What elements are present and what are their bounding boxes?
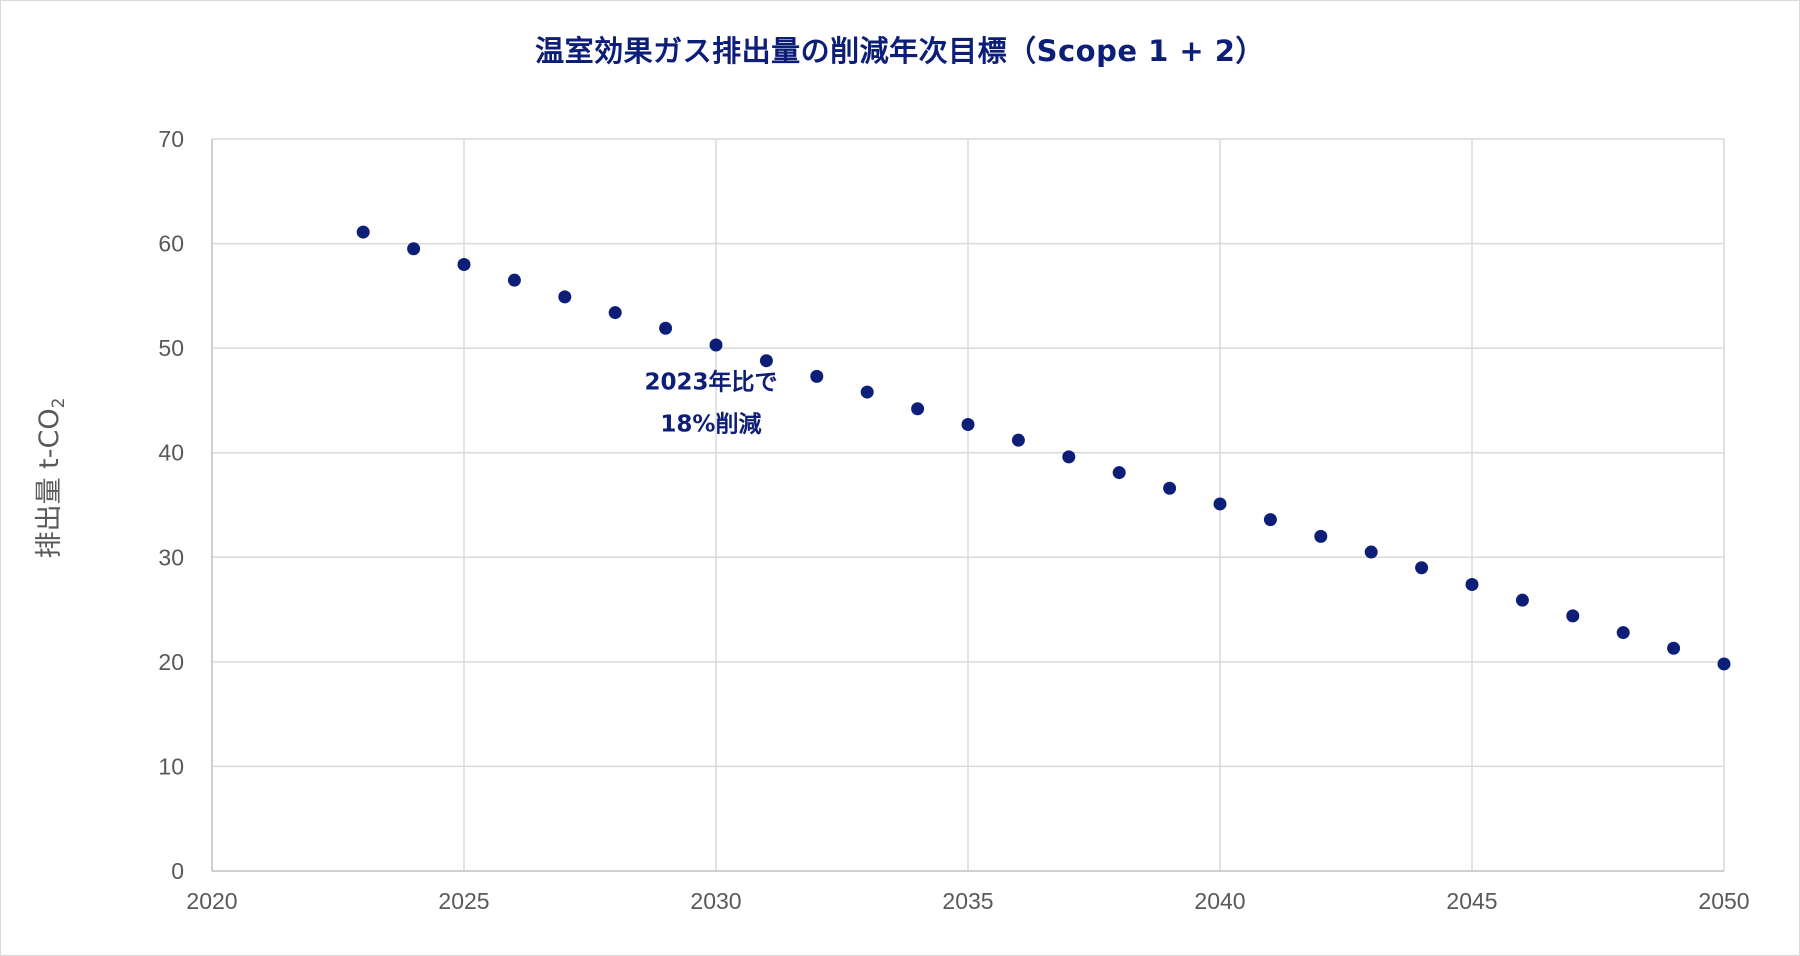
y-tick-label: 20 [158,649,184,675]
data-point [709,338,723,352]
axes [211,139,1724,872]
data-point [1213,497,1227,511]
data-point [810,369,824,383]
data-point [1717,657,1731,671]
annotation-line: 18%削減 [660,412,761,438]
data-point [507,273,521,287]
y-tick-label: 50 [158,335,184,361]
data-point [1263,513,1277,527]
grid-lines [212,138,1725,871]
data-point [1314,529,1328,543]
data-point [911,402,925,416]
annotation: 2023年比で 18%削減 [644,369,777,438]
data-point [1011,433,1025,447]
data-point [659,321,673,335]
y-tick-label: 30 [158,544,184,570]
x-tick-label: 2030 [690,888,741,914]
data-point [1112,466,1126,480]
data-point [1667,641,1681,655]
data-point [1465,577,1479,591]
data-points [356,225,1731,671]
data-point [356,225,370,239]
y-tick-label: 0 [171,858,184,884]
x-tick-label: 2025 [438,888,489,914]
data-point [860,385,874,399]
data-point [759,354,773,368]
data-point [1364,545,1378,559]
data-point [1062,450,1076,464]
data-point [1616,626,1630,640]
data-point [457,257,471,271]
chart-title: 温室効果ガス排出量の削減年次目標（Scope 1 + 2） [535,34,1265,68]
data-point [558,290,572,304]
y-tick-label: 70 [158,126,184,152]
data-point [608,306,622,320]
data-point [1566,609,1580,623]
y-tick-label: 60 [158,231,184,257]
y-tick-label: 40 [158,440,184,466]
data-point [961,417,975,431]
data-point [407,242,421,256]
x-tick-label: 2045 [1446,888,1497,914]
data-point [1163,481,1177,495]
x-tick-label: 2040 [1194,888,1245,914]
x-tick-label: 2035 [942,888,993,914]
y-tick-label: 10 [158,753,184,779]
data-point [1415,561,1429,575]
x-tick-label: 2020 [186,888,237,914]
data-point [1515,593,1529,607]
x-tick-label: 2050 [1698,888,1749,914]
annotation-line: 2023年比で [644,369,777,396]
